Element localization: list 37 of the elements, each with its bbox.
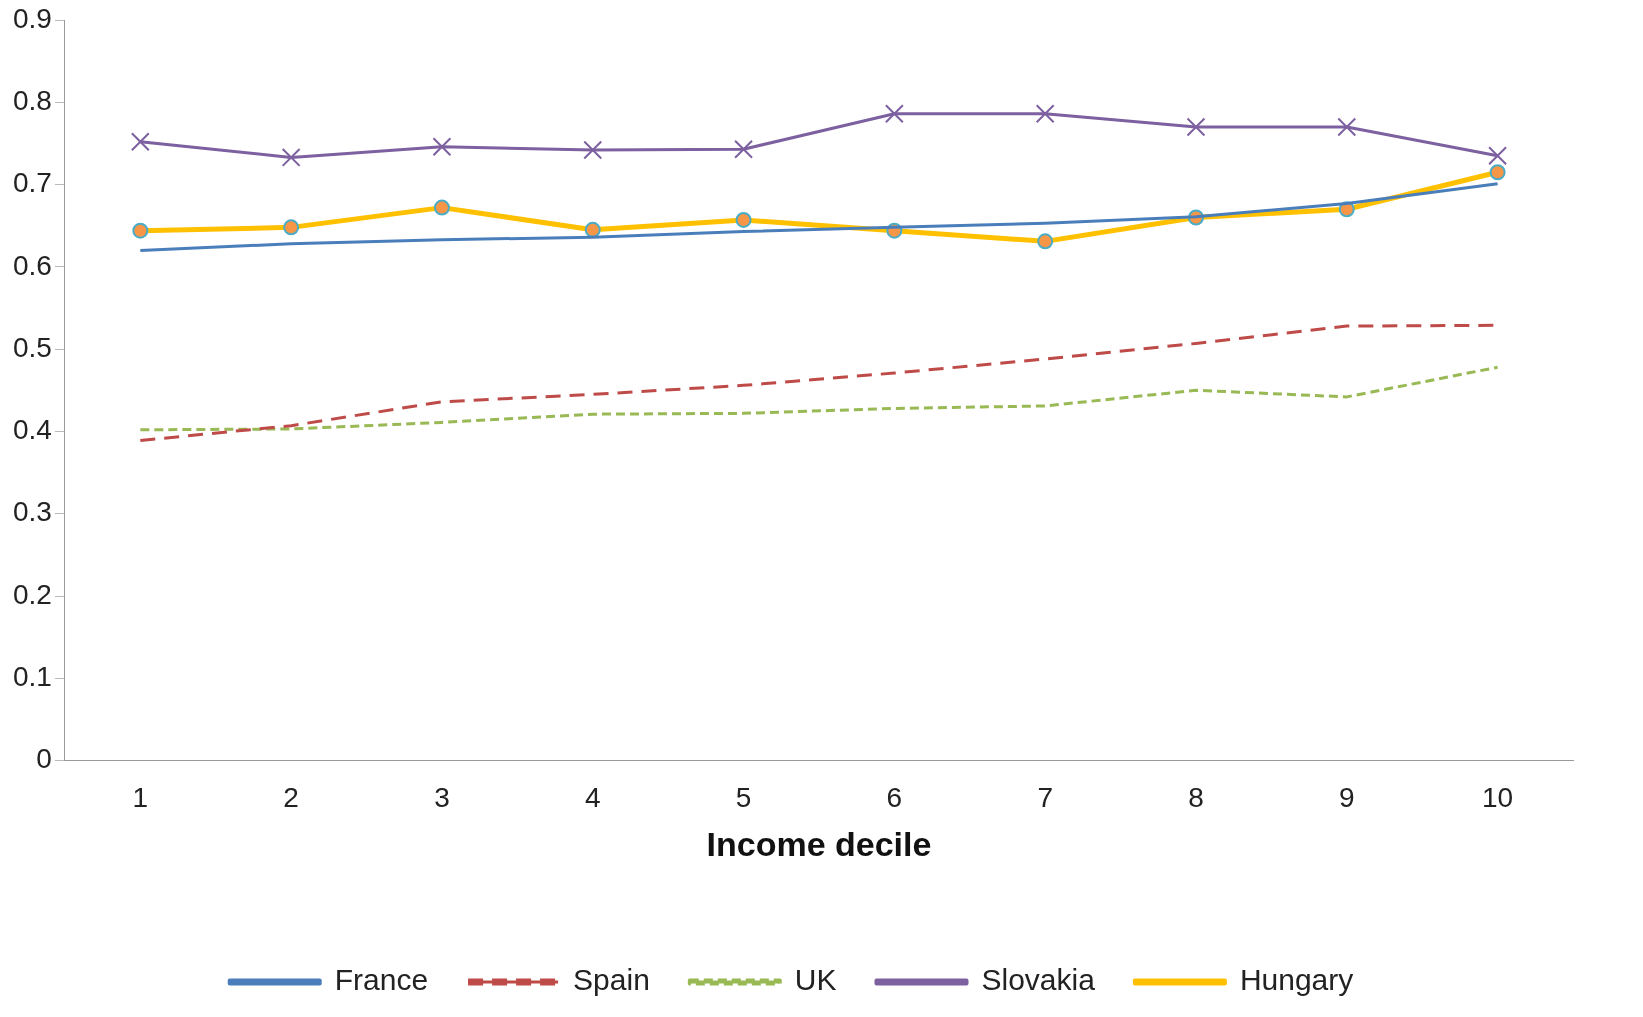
x-tick-label: 2	[283, 782, 299, 814]
point	[734, 139, 754, 159]
x-tick-label: 4	[584, 782, 601, 814]
legend-label: Hungary	[1239, 963, 1354, 997]
x-axis-title: Income decile	[706, 824, 932, 863]
legend-label: UK	[794, 963, 837, 997]
x-tick-label: 10	[1482, 782, 1514, 814]
y-tick-label: 0.2	[12, 578, 52, 610]
x-tick-label: 1	[132, 782, 149, 814]
point	[130, 132, 150, 152]
point	[281, 147, 301, 167]
y-tick-label: 0.1	[12, 661, 52, 693]
y-tick-label: 0.4	[12, 414, 52, 446]
x-tick-label: 8	[1188, 782, 1204, 814]
point	[1186, 117, 1206, 137]
point	[1488, 146, 1508, 166]
point	[583, 140, 603, 160]
x-tick-label: 5	[735, 782, 752, 814]
x-tick-label: 7	[1037, 782, 1053, 814]
legend-label: France	[334, 963, 429, 997]
y-tick-label: 0.7	[12, 167, 52, 199]
x-tick-label: 3	[434, 782, 450, 814]
point	[432, 137, 452, 157]
y-tick-label: 0	[36, 743, 52, 775]
y-tick-label: 0.3	[12, 496, 52, 528]
point	[884, 104, 904, 124]
y-tick-label: 0.5	[12, 331, 52, 363]
point	[1337, 117, 1357, 137]
line-series	[138, 365, 1500, 432]
legend-label: Spain	[573, 963, 650, 997]
y-tick-label: 0.9	[12, 2, 52, 34]
x-tick-label: 9	[1339, 782, 1355, 814]
point	[1035, 104, 1055, 124]
y-tick-label: 0.6	[12, 249, 52, 281]
x-tick-label: 6	[886, 782, 903, 814]
legend-label: Slovakia	[981, 963, 1096, 997]
y-tick-label: 0.8	[12, 85, 52, 117]
